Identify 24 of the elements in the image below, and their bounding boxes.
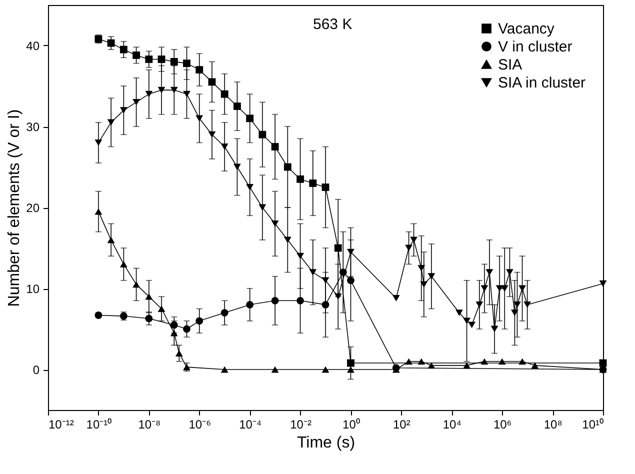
x-tick-label: 10⁻¹²	[48, 418, 74, 432]
y-tick-label: 30	[26, 120, 40, 134]
x-tick-label: 10⁻⁸	[138, 418, 161, 432]
x-axis-title: Time (s)	[296, 434, 356, 452]
x-tick-label: 10¹⁰	[582, 418, 604, 432]
x-tick-label: 10⁶	[493, 418, 512, 432]
x-tick-label: 10²	[393, 418, 410, 432]
y-tick-label: 0	[32, 363, 40, 377]
x-tick-label: 10⁰	[342, 418, 360, 432]
legend-label: V in cluster	[498, 38, 572, 56]
x-tick-label: 10⁻²	[290, 418, 312, 432]
y-tick-label: 10	[26, 282, 40, 296]
x-tick-label: 10⁸	[544, 418, 562, 432]
y-axis-title: Number of elements (V or I)	[6, 109, 24, 307]
y-tick-label: 20	[26, 201, 40, 215]
legend-label: Vacancy	[498, 20, 555, 38]
legend-label: SIA	[498, 56, 522, 74]
x-tick-label: 10⁴	[442, 418, 462, 432]
annotation: 563 K	[313, 16, 352, 33]
x-tick-label: 10⁻⁴	[239, 418, 262, 432]
y-tick-label: 40	[26, 39, 40, 53]
legend-label: SIA in cluster	[498, 74, 586, 92]
x-tick-label: 10⁻¹⁰	[86, 418, 112, 432]
x-tick-label: 10⁻⁶	[188, 418, 212, 432]
